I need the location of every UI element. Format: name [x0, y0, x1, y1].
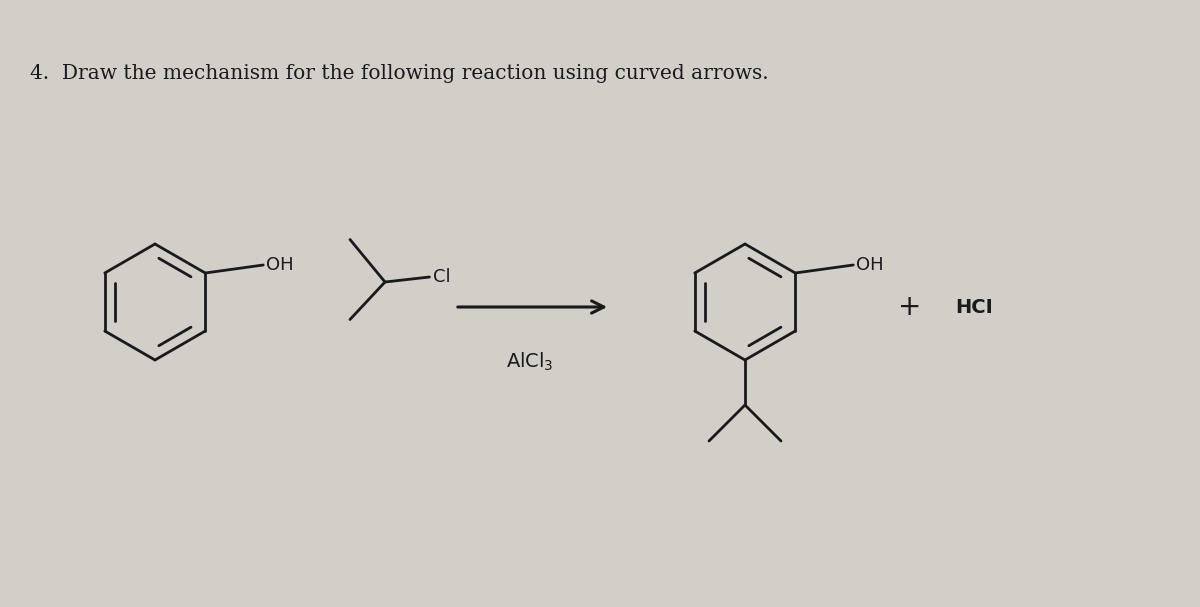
Text: AlCl$_3$: AlCl$_3$ — [506, 351, 553, 373]
Text: OH: OH — [857, 256, 884, 274]
Text: OH: OH — [266, 256, 294, 274]
Text: +: + — [899, 293, 922, 321]
Text: 4.  Draw the mechanism for the following reaction using curved arrows.: 4. Draw the mechanism for the following … — [30, 64, 769, 83]
Text: HCI: HCI — [955, 297, 992, 316]
Text: Cl: Cl — [432, 268, 450, 286]
